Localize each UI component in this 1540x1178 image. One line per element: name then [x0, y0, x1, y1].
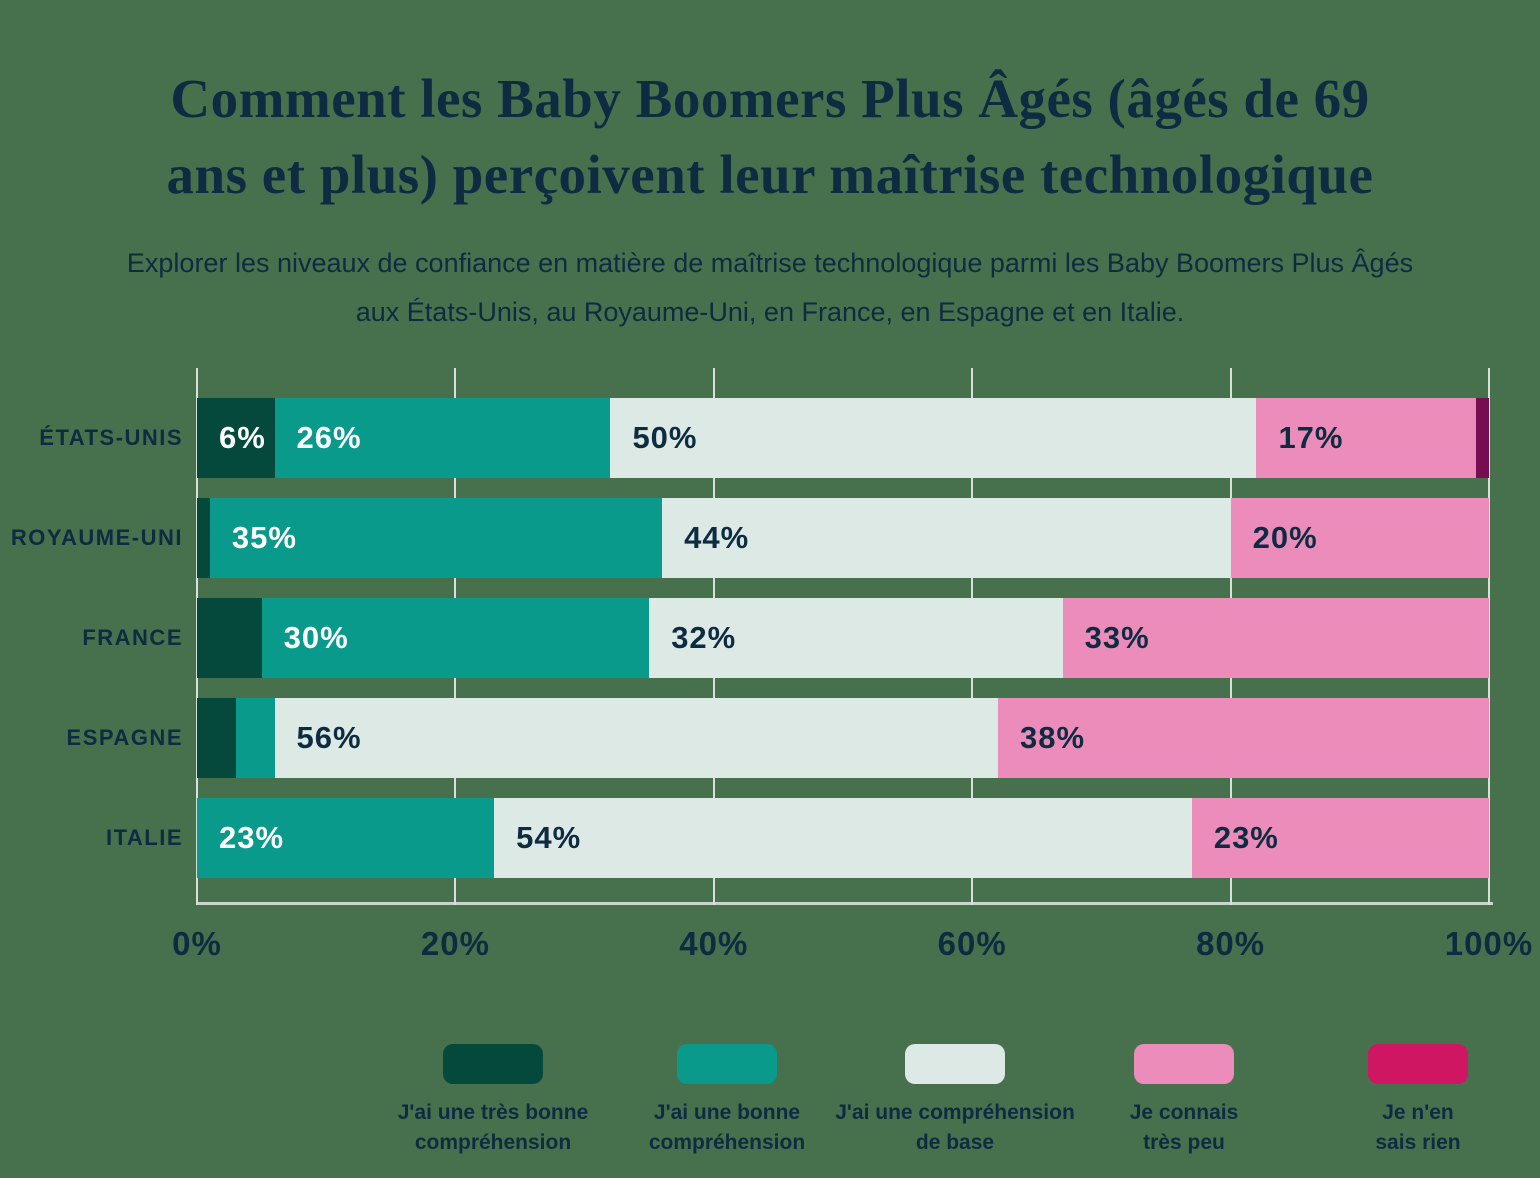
value-label: 30% — [283, 620, 349, 655]
chart-title: Comment les Baby Boomers Plus Âgés (âgés… — [0, 61, 1540, 213]
bar-segment-series1 — [197, 698, 236, 778]
bar-segment-series4: 20% — [1230, 498, 1489, 578]
bar-segment-series2: 35% — [209, 498, 663, 578]
category-label-france: FRANCE — [82, 625, 183, 650]
bar-row-états-unis: 6% 26% 50% 17% — [197, 398, 1489, 478]
gridline-100 — [1488, 368, 1490, 905]
value-label: 32% — [671, 620, 737, 655]
value-label: 17% — [1278, 420, 1344, 455]
legend-item-2: J'ai une bonne compréhension — [595, 1044, 859, 1158]
legend-label-2: J'ai une bonne compréhension — [648, 1101, 806, 1154]
x-tick-label-60: 60% — [937, 925, 1007, 962]
x-tick-label-20: 20% — [420, 925, 490, 962]
bar-segment-series3: 44% — [662, 498, 1231, 578]
value-label: 23% — [1213, 820, 1279, 855]
legend-swatch-2 — [677, 1044, 777, 1084]
bar-segment-series4: 17% — [1256, 398, 1477, 478]
legend-label-3: J'ai une compréhension de base — [835, 1101, 1075, 1154]
x-axis-tick-labels: 0% 20% 40% 60% 80% 100% — [172, 925, 1532, 975]
bar-segment-series4: 33% — [1062, 598, 1489, 678]
value-label: 35% — [231, 520, 297, 555]
legend-label-4: Je connais très peu — [1129, 1101, 1239, 1154]
x-tick-label-0: 0% — [172, 925, 222, 962]
value-label: 26% — [296, 420, 362, 455]
bar-segment-series2 — [235, 698, 275, 778]
value-label: 6% — [219, 420, 266, 455]
x-tick-label-100: 100% — [1444, 925, 1534, 962]
bar-segment-series3: 32% — [649, 598, 1063, 678]
bar-segment-series1 — [197, 598, 262, 678]
x-tick-label-40: 40% — [679, 925, 749, 962]
category-label-royaume-uni: ROYAUME-UNI — [10, 525, 183, 550]
legend-item-3: J'ai une compréhension de base — [823, 1044, 1087, 1158]
bar-segment-series1: 6% — [197, 398, 275, 478]
bar-segment-series5 — [1476, 398, 1489, 478]
legend-swatch-1 — [443, 1044, 543, 1084]
value-label: 33% — [1084, 620, 1150, 655]
bar-segment-series4: 23% — [1191, 798, 1489, 878]
chart-legend: J'ai une très bonne compréhension J'ai une… — [0, 1044, 1540, 1178]
x-tick-label-80: 80% — [1196, 925, 1266, 962]
bar-row-italie: 23% 54% 23% — [197, 798, 1489, 878]
bar-segment-series2: 26% — [274, 398, 611, 478]
x-axis-line — [197, 902, 1493, 905]
bar-row-royaume-uni: 35% 44% 20% — [197, 498, 1489, 578]
legend-swatch-3 — [905, 1044, 1005, 1084]
legend-swatch-4 — [1134, 1044, 1234, 1084]
legend-label-5: Je n'en sais rien — [1375, 1101, 1461, 1154]
chart-title-line1: Comment les Baby Boomers Plus Âgés (âgés… — [170, 67, 1370, 129]
value-label: 20% — [1252, 520, 1318, 555]
legend-item-4: Je connais très peu — [1052, 1044, 1316, 1158]
value-label: 44% — [684, 520, 750, 555]
value-label: 56% — [296, 720, 362, 755]
bar-segment-series2: 23% — [197, 798, 495, 878]
value-label: 54% — [516, 820, 582, 855]
chart-title-line2: ans et plus) perçoivent leur maîtrise te… — [166, 143, 1374, 205]
value-label: 50% — [632, 420, 698, 455]
bar-segment-series3: 56% — [274, 698, 999, 778]
bar-row-france: 30% 32% 33% — [197, 598, 1489, 678]
category-label-états-unis: ÉTATS-UNIS — [39, 425, 183, 450]
bar-segment-series3: 50% — [610, 398, 1257, 478]
bar-segment-series4: 38% — [998, 698, 1489, 778]
category-label-espagne: ESPAGNE — [66, 725, 183, 750]
legend-item-5: Je n'en sais rien — [1286, 1044, 1540, 1158]
value-label: 38% — [1020, 720, 1086, 755]
category-label-italie: ITALIE — [105, 825, 183, 850]
bar-row-espagne: 56% 38% — [197, 698, 1489, 778]
bar-segment-series3: 54% — [494, 798, 1192, 878]
legend-label-1: J'ai une très bonne compréhension — [397, 1101, 589, 1154]
legend-item-1: J'ai une très bonne compréhension — [361, 1044, 625, 1158]
value-label: 23% — [219, 820, 285, 855]
plot-area: 6% 26% 50% 17% 35% 44% 20% 30% 32% 33% 56% 38% 23% 54… — [196, 368, 1493, 905]
legend-swatch-5 — [1368, 1044, 1468, 1084]
bar-segment-series2: 30% — [261, 598, 650, 678]
bar-segment-series1 — [197, 498, 210, 578]
chart-subtitle: Explorer les niveaux de confiance en mat… — [126, 248, 1414, 327]
